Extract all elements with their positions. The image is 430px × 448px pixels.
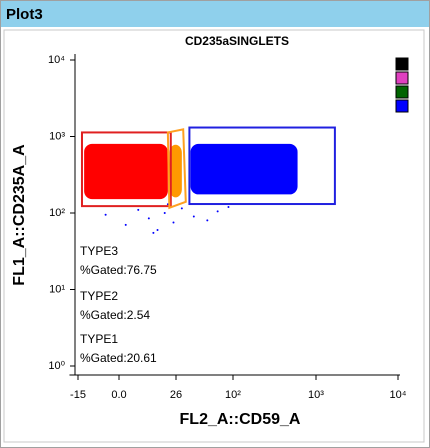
event-point bbox=[180, 207, 183, 210]
title-bar bbox=[1, 1, 429, 27]
y-tick-label: 10² bbox=[49, 207, 65, 219]
gate bbox=[188, 126, 336, 206]
x-tick-label: 0.0 bbox=[111, 389, 126, 401]
gate-label: TYPE1 bbox=[80, 332, 118, 346]
event-point bbox=[172, 221, 175, 224]
legend-swatch bbox=[395, 57, 409, 71]
y-tick-label: 10⁴ bbox=[48, 54, 65, 66]
event-point bbox=[206, 219, 209, 222]
gate-stat: %Gated:20.61 bbox=[80, 351, 157, 365]
x-tick-label: 10² bbox=[225, 389, 241, 401]
x-tick-label: 10³ bbox=[308, 389, 324, 401]
y-tick-label: 10¹ bbox=[49, 283, 65, 295]
chart-title: CD235aSINGLETS bbox=[185, 34, 289, 48]
event-point bbox=[104, 213, 107, 216]
event-point bbox=[216, 210, 219, 213]
y-tick-label: 10³ bbox=[49, 130, 65, 142]
plot-panel bbox=[3, 29, 425, 443]
gate bbox=[80, 131, 172, 208]
event-point bbox=[152, 231, 155, 234]
gate-label: TYPE3 bbox=[80, 244, 118, 258]
legend-swatch bbox=[395, 99, 409, 113]
x-tick-label: 26 bbox=[170, 389, 182, 401]
gate-stat: %Gated:2.54 bbox=[80, 308, 150, 322]
population-cloud bbox=[190, 143, 298, 195]
gate bbox=[166, 128, 187, 210]
window-title: Plot3 bbox=[6, 6, 43, 23]
event-point bbox=[156, 228, 159, 231]
y-tick-label: 10⁰ bbox=[48, 360, 65, 372]
population-cloud bbox=[84, 143, 168, 200]
x-tick-label: 10⁴ bbox=[390, 389, 407, 401]
y-axis-title: FL1_A::CD235A_A bbox=[11, 144, 28, 286]
event-point bbox=[163, 212, 166, 214]
gate-label: TYPE2 bbox=[80, 289, 118, 303]
event-point bbox=[227, 205, 230, 208]
event-point bbox=[137, 208, 140, 211]
event-point bbox=[147, 217, 150, 220]
gate-stat: %Gated:76.75 bbox=[80, 263, 157, 277]
x-tick-label: -15 bbox=[70, 389, 86, 401]
event-point bbox=[192, 215, 195, 218]
population-cloud bbox=[169, 144, 182, 198]
legend-swatch bbox=[395, 71, 409, 85]
x-axis-title: FL2_A::CD59_A bbox=[180, 411, 301, 428]
event-point bbox=[124, 223, 127, 226]
legend-swatch bbox=[395, 85, 409, 99]
